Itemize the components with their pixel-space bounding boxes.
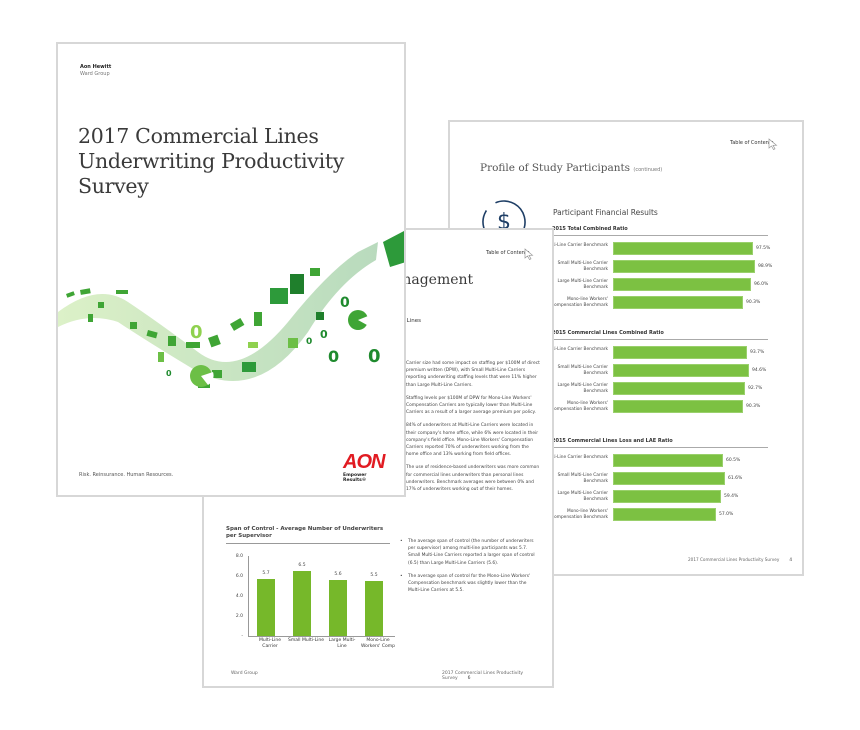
total-combined-ratio-chart: 2015 Total Combined Ratio Multi-Line Car… (540, 226, 780, 312)
bar-row: Mono-line Workers' Compensation Benchmar… (551, 296, 761, 309)
bar (613, 382, 745, 395)
span-findings-list: The average span of control (the number … (400, 538, 540, 600)
bar (613, 490, 721, 503)
bar (613, 454, 723, 467)
bar (365, 581, 383, 636)
bar (613, 296, 743, 309)
svg-text:0: 0 (368, 346, 381, 367)
page-number: 6 (467, 676, 471, 681)
loss-and-lae-ratio-chart: 2015 Commercial Lines Loss and LAE Ratio… (540, 438, 780, 524)
table-of-contents-link[interactable]: Table of Contents (730, 140, 774, 146)
chart-title: Span of Control - Average Number of Unde… (226, 526, 384, 539)
bar-row: Mono-line Workers' Compensation Benchmar… (551, 508, 734, 521)
finding: The average span of control for the Mono… (400, 573, 540, 595)
section-title: Participant Financial Results (553, 208, 658, 217)
bar (613, 508, 716, 521)
svg-text:0: 0 (190, 322, 203, 343)
plot-area: 8.0 6.0 4.0 2.0 - 5.7 6.5 5.6 5.5 (236, 554, 395, 639)
findings-list: Carrier size had some impact on staffing… (400, 360, 540, 499)
green-data-wave-illustration: 0 0 0 0 0 0 0 (58, 231, 404, 388)
svg-text:0: 0 (340, 295, 350, 311)
bar-row: Small Multi-Line Carrier Benchmark 94.6% (557, 364, 767, 377)
footer-company: Ward Group (231, 671, 258, 676)
table-of-contents-link[interactable]: Table of Contents (486, 250, 530, 256)
bar (613, 346, 747, 359)
finding: The average span of control (the number … (400, 538, 540, 567)
bar (613, 242, 753, 255)
bar (613, 364, 749, 377)
bar (293, 571, 311, 636)
page-number: 4 (789, 557, 792, 562)
page-heading: Profile of Study Participants (continued… (480, 162, 663, 174)
bar (329, 580, 347, 636)
bar (613, 278, 751, 291)
finding: The use of residence-based underwriters … (406, 465, 540, 493)
bar-row: Large Multi-Line Carrier Benchmark 92.7% (557, 382, 763, 395)
heading-note: (continued) (633, 167, 663, 173)
bar-row: Small Multi-Line Carrier Benchmark 61.6% (557, 472, 743, 485)
bar-row: Large Multi-Line Carrier Benchmark 96.0% (557, 278, 769, 291)
finding: Staffing levels per $100M of DPW for Mon… (406, 395, 536, 416)
commercial-lines-combined-ratio-chart: 2015 Commercial Lines Combined Ratio Mul… (540, 330, 780, 416)
cover-tagline: Risk. Reinsurance. Human Resources. (79, 472, 174, 478)
bar (613, 400, 743, 413)
bar-row: Mono-line Workers' Compensation Benchmar… (551, 400, 761, 413)
svg-text:0: 0 (306, 337, 312, 347)
page-heading: anagement (394, 272, 474, 288)
svg-text:0: 0 (166, 369, 172, 378)
cover-brand: Aon Hewitt Ward Group (80, 64, 112, 77)
span-of-control-chart: Span of Control - Average Number of Unde… (226, 526, 395, 649)
svg-text:0: 0 (328, 347, 339, 366)
divider (226, 543, 390, 544)
page-footer: 2017 Commercial Lines Productivity Surve… (442, 671, 524, 681)
aon-logo: AON Empower Results® (343, 451, 385, 483)
bar (613, 472, 725, 485)
divider (540, 235, 768, 236)
bar (257, 579, 275, 636)
bar-row: Multi-Line Carrier Benchmark 97.5% (540, 240, 780, 258)
bar-row: Large Multi-Line Carrier Benchmark 59.4% (557, 490, 739, 503)
divider (540, 447, 768, 448)
bar (613, 260, 755, 273)
bar-row: Small Multi-Line Carrier Benchmark 98.9% (557, 260, 773, 273)
bar-row: Multi-Line Carrier Benchmark 60.5% (540, 452, 780, 470)
cursor-icon (524, 248, 534, 260)
finding: Carrier size had some impact on staffing… (406, 361, 540, 388)
page-footer: 2017 Commercial Lines Productivity Surve… (688, 557, 792, 562)
svg-text:0: 0 (320, 328, 328, 341)
divider (540, 339, 768, 340)
cover-page: Aon Hewitt Ward Group 2017 Commercial Li… (56, 42, 406, 497)
cursor-icon (768, 138, 778, 150)
cover-title: 2017 Commercial Lines Underwriting Produ… (78, 124, 345, 198)
section-subhead: al Lines (400, 318, 421, 324)
finding: 84% of underwriters at Multi-Line Carrie… (406, 423, 539, 458)
bar-row: Multi-Line Carrier Benchmark 93.7% (540, 344, 780, 362)
